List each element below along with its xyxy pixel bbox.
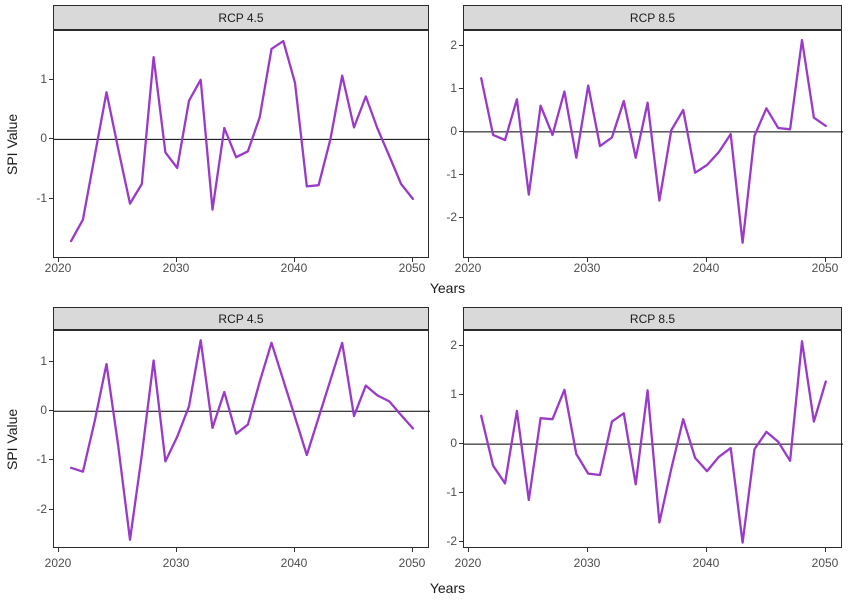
tick-mark (412, 258, 413, 262)
series-line (480, 38, 827, 244)
tick-mark (49, 361, 53, 362)
facet-strip-label: RCP 4.5 (218, 10, 264, 25)
facet-strip: RCP 8.5 (463, 307, 842, 330)
tick-mark (49, 459, 53, 460)
panel-plot-area (54, 39, 430, 243)
tick-mark (459, 394, 463, 395)
facet-strip: RCP 8.5 (463, 5, 842, 30)
x-axis-title: Years (429, 280, 466, 296)
tick-mark (294, 258, 295, 262)
series-line (69, 39, 415, 243)
x-tick-label: 2040 (280, 556, 308, 570)
tick-mark (459, 345, 463, 346)
tick-mark (825, 258, 826, 262)
y-tick-label: 0 (40, 403, 47, 417)
panel-plot-area (54, 339, 430, 541)
y-tick-label: 0 (450, 436, 457, 450)
tick-mark (825, 548, 826, 552)
y-tick-label: -1 (446, 485, 457, 499)
y-tick-label: 2 (450, 338, 457, 352)
tick-mark (49, 138, 53, 139)
series-line (69, 339, 415, 541)
y-tick-label: -1 (36, 452, 47, 466)
tick-mark (468, 258, 469, 262)
tick-mark (176, 258, 177, 262)
y-tick-label: 1 (40, 72, 47, 86)
tick-mark (587, 258, 588, 262)
y-tick-label: -2 (446, 534, 457, 548)
tick-mark (294, 548, 295, 552)
tick-mark (58, 258, 59, 262)
x-tick-label: 2050 (398, 261, 426, 275)
x-tick-label: 2020 (454, 556, 482, 570)
x-tick-label: 2040 (692, 556, 720, 570)
y-tick-label: -1 (36, 191, 47, 205)
tick-mark (412, 548, 413, 552)
y-tick-label: -2 (36, 502, 47, 516)
tick-mark (459, 131, 463, 132)
y-tick-label: -1 (446, 167, 457, 181)
tick-mark (706, 258, 707, 262)
tick-mark (459, 45, 463, 46)
facet-strip-label: RCP 8.5 (629, 10, 676, 25)
chart-panel (53, 330, 430, 548)
chart-panel (463, 330, 843, 548)
tick-mark (459, 541, 463, 542)
tick-mark (459, 492, 463, 493)
y-tick-label: -2 (446, 210, 457, 224)
facet-strip: RCP 4.5 (53, 5, 429, 30)
y-tick-label: 0 (40, 131, 47, 145)
x-tick-label: 2040 (280, 261, 308, 275)
x-tick-label: 2050 (811, 261, 839, 275)
tick-mark (459, 174, 463, 175)
x-tick-label: 2050 (398, 556, 426, 570)
tick-mark (459, 443, 463, 444)
y-tick-label: 1 (450, 81, 457, 95)
series-line (480, 340, 827, 544)
facet-strip-label: RCP 8.5 (629, 311, 676, 326)
tick-mark (49, 509, 53, 510)
tick-mark (468, 548, 469, 552)
tick-mark (587, 548, 588, 552)
chart-panel (53, 30, 430, 258)
tick-mark (459, 217, 463, 218)
y-tick-label: 1 (450, 387, 457, 401)
x-tick-label: 2020 (454, 261, 482, 275)
tick-mark (176, 548, 177, 552)
x-tick-label: 2050 (811, 556, 839, 570)
tick-mark (58, 548, 59, 552)
x-tick-label: 2020 (44, 261, 72, 275)
x-tick-label: 2030 (573, 261, 601, 275)
y-axis-title: SPI Value (4, 408, 20, 470)
tick-mark (706, 548, 707, 552)
x-tick-label: 2030 (162, 261, 190, 275)
tick-mark (459, 88, 463, 89)
x-tick-label: 2030 (573, 556, 601, 570)
x-tick-label: 2020 (44, 556, 72, 570)
y-axis-title: SPI Value (4, 113, 20, 175)
y-tick-label: 1 (40, 354, 47, 368)
x-axis-title: Years (429, 580, 466, 596)
tick-mark (49, 79, 53, 80)
chart-panel (463, 30, 843, 258)
tick-mark (49, 410, 53, 411)
tick-mark (49, 198, 53, 199)
x-tick-label: 2040 (692, 261, 720, 275)
facet-strip: RCP 4.5 (53, 307, 429, 330)
y-tick-label: 2 (450, 38, 457, 52)
y-tick-label: 0 (450, 124, 457, 138)
facet-strip-label: RCP 4.5 (218, 311, 264, 326)
panel-plot-area (464, 340, 843, 544)
panel-plot-area (464, 38, 843, 244)
x-tick-label: 2030 (162, 556, 190, 570)
